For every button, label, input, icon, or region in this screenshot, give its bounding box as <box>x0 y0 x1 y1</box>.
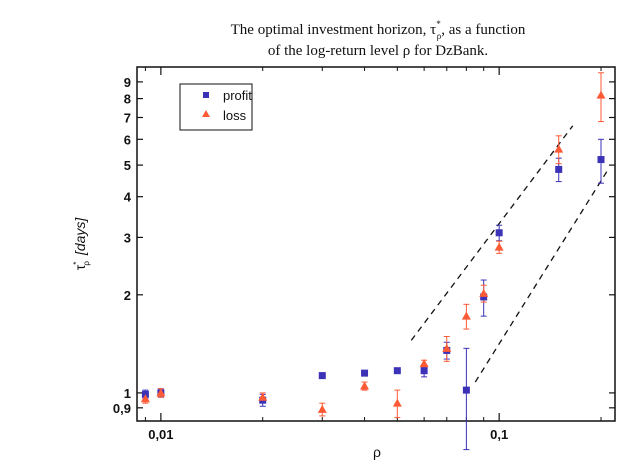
legend-profit-marker <box>203 92 209 98</box>
y-tick-label: 0,9 <box>113 401 131 416</box>
axis-ticks-layer <box>137 67 615 421</box>
plot-frame <box>136 66 616 422</box>
y-tick-label: 4 <box>124 190 132 205</box>
markers-layer <box>140 90 606 413</box>
legend-profit-label: profit <box>223 88 252 103</box>
x-axis-label: ρ <box>373 444 381 460</box>
y-tick-label: 7 <box>124 110 131 125</box>
x-tick-label: 0,1 <box>490 427 508 442</box>
y-tick-label: 6 <box>124 132 131 147</box>
profit-point <box>597 156 605 164</box>
legend-loss-marker <box>202 110 210 117</box>
legend: profit loss <box>179 83 253 131</box>
loss-point <box>317 404 327 413</box>
loss-point <box>494 242 504 251</box>
y-tick-label: 9 <box>124 75 131 90</box>
y-tick-label: 8 <box>124 92 131 107</box>
loss-point <box>461 311 471 320</box>
loss-point <box>258 392 268 401</box>
profit-point <box>462 386 470 394</box>
guide-lines-layer <box>410 125 609 383</box>
profit-point <box>555 165 563 173</box>
y-tick-label: 3 <box>124 230 131 245</box>
profit-point <box>420 367 428 375</box>
tick-labels-layer: 0,01 0,1 0,91 2 3 4 5 6 7 8 9 <box>113 75 508 442</box>
profit-point <box>361 369 369 377</box>
x-tick-label: 0,01 <box>148 427 173 442</box>
chart-title-line-1: The optimal investment horizon, τ* ρ, as … <box>231 19 526 41</box>
loss-point <box>156 388 166 397</box>
loss-point <box>419 359 429 368</box>
legend-box <box>179 83 253 131</box>
loss-point <box>596 90 606 99</box>
loss-point <box>392 398 402 407</box>
chart-title-line-2: of the log-return level ρ for DzBank. <box>268 43 488 59</box>
guide-line <box>474 169 609 383</box>
loss-point <box>360 381 370 390</box>
legend-loss-label: loss <box>223 108 247 123</box>
y-axis-label: τ*ρ[days] <box>72 217 91 271</box>
loss-point <box>479 288 489 297</box>
loss-point <box>442 343 452 352</box>
y-tick-label: 5 <box>124 158 131 173</box>
loss-point <box>554 144 564 153</box>
profit-point <box>393 367 401 375</box>
profit-point <box>318 372 326 380</box>
guide-line <box>410 125 574 341</box>
y-tick-label: 1 <box>124 386 131 401</box>
profit-point <box>495 229 503 237</box>
loss-point <box>140 394 150 403</box>
profit-point <box>480 293 488 301</box>
y-tick-label: 2 <box>124 288 131 303</box>
